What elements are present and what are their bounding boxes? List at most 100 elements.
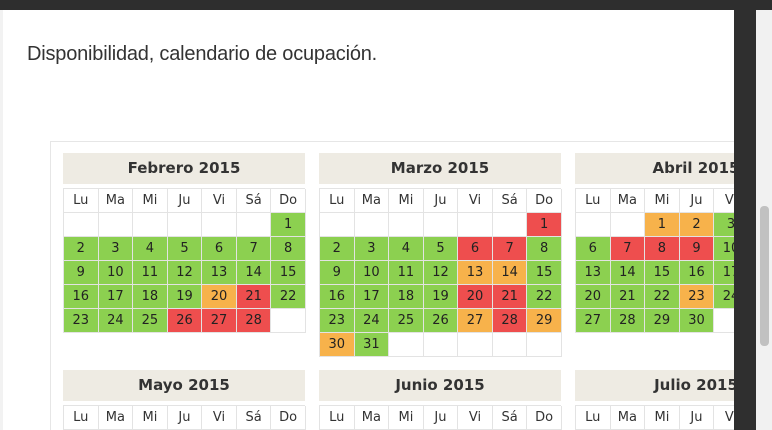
weekday-header: Vi [202,406,237,430]
day-cell[interactable]: 11 [389,261,424,285]
day-cell[interactable]: 6 [202,237,237,261]
day-cell[interactable]: 3 [98,237,134,261]
page-title: Disponibilidad, calendario de ocupación. [27,43,378,65]
day-cell[interactable]: 14 [610,261,646,285]
empty-day-cell [236,213,272,237]
day-cell[interactable]: 9 [679,237,715,261]
day-cell[interactable]: 23 [320,309,355,333]
day-cell[interactable]: 27 [202,309,237,333]
day-cell[interactable]: 7 [236,237,272,261]
day-cell[interactable]: 24 [354,309,390,333]
weekday-header: Lu [320,406,355,430]
day-cell[interactable]: 2 [320,237,355,261]
day-cell[interactable]: 28 [492,309,528,333]
day-cell[interactable]: 19 [423,285,459,309]
empty-day-cell [167,213,203,237]
day-cell[interactable]: 7 [492,237,528,261]
day-cell[interactable]: 30 [320,333,355,357]
day-cell[interactable]: 18 [133,285,168,309]
empty-day-cell [271,309,306,333]
day-cell[interactable]: 23 [679,285,715,309]
scrollbar-thumb[interactable] [760,206,769,346]
month-calendar: Febrero 2015 Lu Ma Mi Ju Vi Sá Do 1 2 3 4 5 6 7 8 9 10 11 1… [63,153,306,333]
day-cell[interactable]: 6 [576,237,611,261]
day-cell[interactable]: 27 [458,309,493,333]
day-cell[interactable]: 10 [714,237,734,261]
day-cell[interactable]: 26 [423,309,459,333]
day-cell[interactable]: 1 [645,213,680,237]
day-cell[interactable]: 9 [320,261,355,285]
day-cell[interactable]: 31 [354,333,390,357]
day-cell[interactable]: 12 [167,261,203,285]
day-cell[interactable]: 13 [202,261,237,285]
day-cell[interactable]: 30 [679,309,715,333]
day-cell[interactable]: 26 [167,309,203,333]
day-cell[interactable]: 5 [167,237,203,261]
empty-day-cell [423,213,459,237]
day-cell[interactable]: 25 [133,309,168,333]
day-cell[interactable]: 21 [610,285,646,309]
day-cell[interactable]: 3 [354,237,390,261]
day-cell[interactable]: 22 [645,285,680,309]
day-cell[interactable]: 16 [320,285,355,309]
day-cell[interactable]: 29 [645,309,680,333]
empty-day-cell [98,213,134,237]
day-cell[interactable]: 2 [679,213,715,237]
day-cell[interactable]: 24 [714,285,734,309]
day-cell[interactable]: 16 [679,261,715,285]
day-cell[interactable]: 27 [576,309,611,333]
day-cell[interactable]: 28 [610,309,646,333]
day-cell[interactable]: 22 [271,285,306,309]
empty-day-cell [423,333,459,357]
day-cell[interactable]: 11 [133,261,168,285]
weekday-header: Sá [492,406,528,430]
day-cell[interactable]: 21 [492,285,528,309]
day-cell[interactable]: 13 [576,261,611,285]
day-cell[interactable]: 12 [423,261,459,285]
day-cell[interactable]: 5 [423,237,459,261]
day-cell[interactable]: 15 [271,261,306,285]
day-cell[interactable]: 10 [354,261,390,285]
day-cell[interactable]: 14 [236,261,272,285]
day-cell[interactable]: 4 [133,237,168,261]
day-cell[interactable]: 21 [236,285,272,309]
weekday-header: Do [527,406,562,430]
day-cell[interactable]: 17 [354,285,390,309]
day-cell[interactable]: 22 [527,285,562,309]
day-cell[interactable]: 20 [576,285,611,309]
day-cell[interactable]: 2 [64,237,99,261]
day-cell[interactable]: 14 [492,261,528,285]
day-cell[interactable]: 20 [202,285,237,309]
day-cell[interactable]: 15 [527,261,562,285]
day-cell[interactable]: 8 [645,237,680,261]
day-cell[interactable]: 1 [527,213,562,237]
day-cell[interactable]: 17 [714,261,734,285]
day-cell[interactable]: 28 [236,309,272,333]
day-cell[interactable]: 24 [98,309,134,333]
day-cell[interactable]: 7 [610,237,646,261]
weekday-header: Ma [98,189,134,213]
day-cell[interactable]: 9 [64,261,99,285]
day-cell[interactable]: 1 [271,213,306,237]
day-cell[interactable]: 10 [98,261,134,285]
day-cell[interactable]: 25 [389,309,424,333]
day-cell[interactable]: 23 [64,309,99,333]
day-cell[interactable]: 3 [714,213,734,237]
day-cell[interactable]: 4 [389,237,424,261]
day-cell[interactable]: 15 [645,261,680,285]
day-cell[interactable]: 8 [271,237,306,261]
day-cell[interactable]: 13 [458,261,493,285]
day-cell[interactable]: 16 [64,285,99,309]
overlay-backdrop [734,10,756,430]
day-cell[interactable]: 17 [98,285,134,309]
weekday-header: Mi [133,189,168,213]
day-cell[interactable]: 8 [527,237,562,261]
day-cell[interactable]: 20 [458,285,493,309]
day-cell[interactable]: 19 [167,285,203,309]
day-cell[interactable]: 29 [527,309,562,333]
day-cell[interactable]: 18 [389,285,424,309]
day-cell[interactable]: 6 [458,237,493,261]
month-calendar: Abril 2015LuMaMiJuViSáDo1234567891011121… [575,153,734,333]
